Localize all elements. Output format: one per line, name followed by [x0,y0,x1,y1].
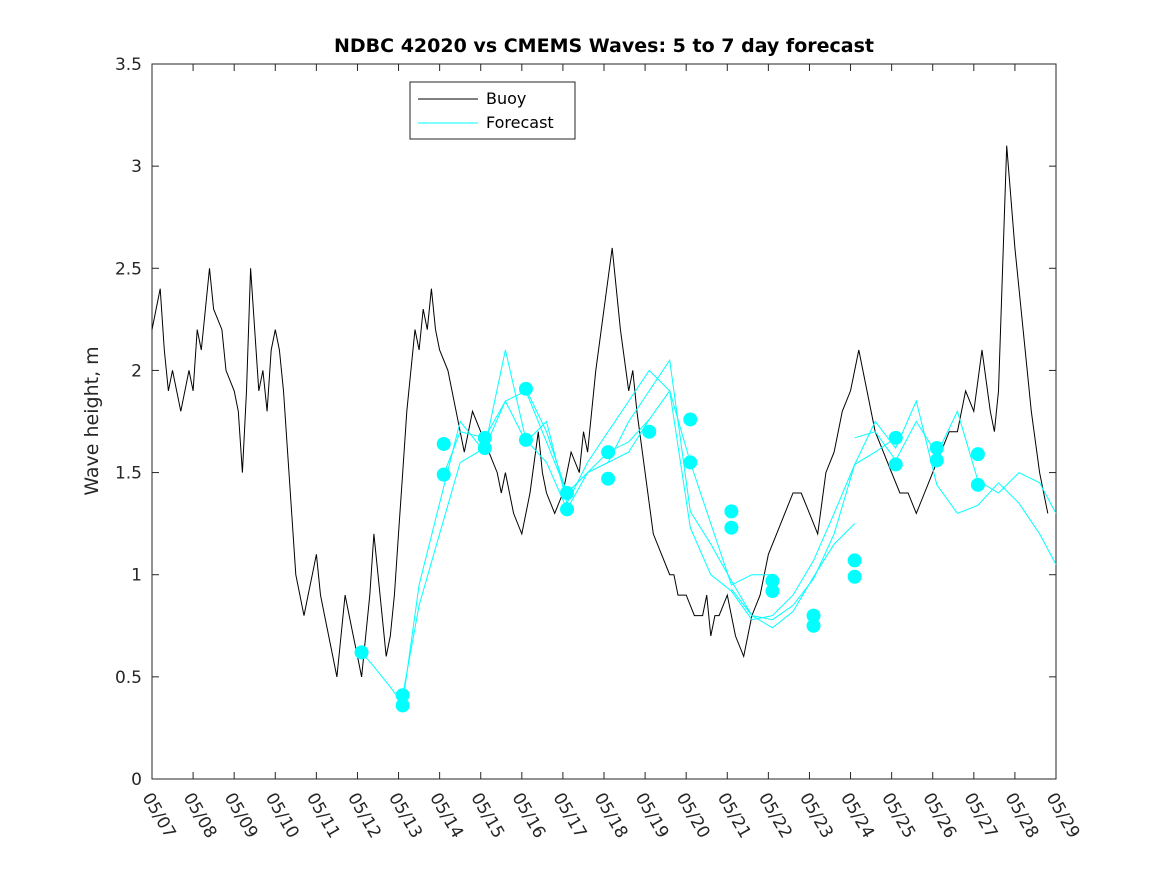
forecast-marker [477,430,492,445]
chart-title: NDBC 42020 vs CMEMS Waves: 5 to 7 day fo… [334,35,874,57]
y-axis-label: Wave height, m [81,346,103,495]
y-tick-label: 3.5 [115,55,142,75]
series-forecast-line [731,399,1057,621]
x-tick-label: 05/27 [959,790,1001,842]
x-tick-label: 05/18 [590,790,632,842]
forecast-marker [354,645,369,660]
forecast-marker [806,618,821,633]
x-tick-label: 05/07 [138,790,180,842]
y-tick-label: 0.5 [115,668,142,688]
forecast-marker [601,471,616,486]
x-tick-label: 05/14 [425,790,467,842]
x-tick-label: 05/26 [918,790,960,842]
x-tick-label: 05/28 [1001,790,1043,842]
series-forecast-line [443,390,650,494]
forecast-marker [560,486,575,500]
x-tick-label: 05/24 [836,790,878,842]
series-forecast-line [484,349,773,586]
forecast-marker [601,445,616,460]
forecast-marker [765,573,780,588]
x-tick-label: 05/16 [507,790,549,842]
forecast-marker [436,436,451,451]
forecast-marker [395,688,410,703]
marker-layer [354,381,985,713]
forecast-marker [683,455,698,470]
x-tick-label: 05/20 [672,790,714,842]
plot-area [151,63,1057,780]
series-forecast-line [361,420,486,705]
forecast-marker [847,553,862,568]
legend-box [409,81,576,140]
y-tick-label: 2 [131,361,142,381]
legend-label-forecast: Forecast [486,113,554,132]
forecast-marker [642,424,657,439]
series-forecast-line [854,409,1057,514]
forecast-marker [806,608,821,623]
forecast-marker [888,430,903,445]
x-tick-label: 05/08 [179,790,221,842]
x-tick-label: 05/23 [795,790,837,842]
x-tick-label: 05/19 [631,790,673,842]
x-tick-label: 05/12 [343,790,385,842]
x-tick-label: 05/11 [302,790,344,842]
x-tick-label: 05/15 [466,790,508,842]
y-tick-label: 3 [131,157,142,177]
y-tick-label: 2.5 [115,259,142,279]
forecast-marker [929,453,944,468]
forecast-marker [518,432,533,447]
series-forecast-line [525,358,856,629]
x-tick-label: 05/13 [384,790,426,842]
forecast-marker [970,447,985,462]
y-axis: 0 0.5 1 1.5 2 2.5 3 3.5 [115,55,1056,790]
series-buoy-line [151,145,1049,677]
forecast-marker [765,584,780,599]
x-tick-label: 05/09 [220,790,262,842]
forecast-marker [929,441,944,456]
x-tick-label: 05/29 [1042,790,1084,842]
x-tick-label: 05/10 [261,790,303,842]
x-tick-label: 05/25 [877,790,919,842]
legend: Buoy Forecast [409,81,576,140]
forecast-marker [560,502,575,517]
series-layer [151,145,1057,705]
series-forecast-line [607,369,896,621]
forecast-marker [395,698,410,713]
forecast-marker [724,520,739,535]
forecast-marker [683,412,698,427]
y-tick-label: 0 [131,770,142,790]
forecast-marker [436,467,451,482]
forecast-marker [847,569,862,584]
x-tick-label: 05/17 [549,790,591,842]
forecast-marker [477,441,492,456]
forecast-marker [724,504,739,519]
y-tick-label: 1.5 [115,464,142,484]
forecast-marker [518,381,533,396]
x-tick-label: 05/22 [754,790,796,842]
legend-label-buoy: Buoy [486,89,526,108]
forecast-marker [970,477,985,492]
y-tick-label: 1 [131,566,142,586]
forecast-marker [888,457,903,472]
x-tick-label: 05/21 [713,790,755,842]
